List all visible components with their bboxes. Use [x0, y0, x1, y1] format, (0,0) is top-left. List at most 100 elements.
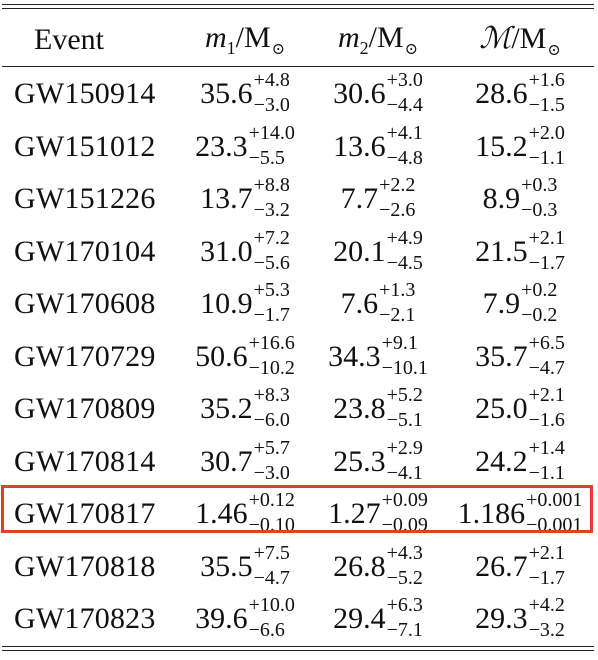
event-name: GW150914: [14, 77, 156, 110]
m2-cell: 25.3 +2.9 −4.1: [314, 436, 442, 488]
chirp-median: 15.2: [475, 129, 528, 163]
solar-mass-icon: ⊙: [271, 41, 286, 58]
bottom-rule-1: [2, 646, 594, 647]
chirp-median: 35.7: [475, 339, 528, 373]
m2-value: 7.6 +1.3 −2.1: [340, 280, 416, 325]
chirp-cell: 1.186 +0.001 −0.001: [446, 488, 594, 540]
m1-lower-error: −4.7: [253, 566, 290, 589]
m1-cell: 35.5 +7.5 −4.7: [178, 541, 312, 593]
m2-cell: 26.8 +4.3 −5.2: [314, 541, 442, 593]
m1-upper-error: +8.8: [253, 174, 290, 196]
chirp-value: 28.6 +1.6 −1.5: [475, 70, 565, 115]
m1-upper-error: +14.0: [248, 121, 295, 144]
chirp-cell: 29.3 +4.2 −3.2: [446, 593, 594, 645]
table-row: GW150914 35.6 +4.8 −3.0 30.6 +3.0 −4.4 28.6 +1.6…: [0, 68, 598, 120]
m2-uncertainty: +4.9 −4.5: [386, 226, 423, 273]
chirp-lower-error: −1.7: [528, 251, 565, 274]
chirp-median: 25.0: [475, 392, 528, 425]
m1-value: 13.7 +8.8 −3.2: [200, 174, 290, 220]
m2-value: 29.4 +6.3 −7.1: [333, 595, 423, 641]
chirp-upper-error: +0.2: [521, 279, 558, 301]
chirp-value: 25.0 +2.1 −1.6: [475, 385, 565, 431]
chirp-value: 29.3 +4.2 −3.2: [475, 594, 565, 640]
m1-value: 35.5 +7.5 −4.7: [200, 543, 290, 589]
m1-cell: 13.7 +8.8 −3.2: [178, 173, 312, 225]
m1-lower-error: −6.6: [248, 619, 285, 641]
m2-cell: 23.8 +5.2 −5.1: [314, 383, 442, 435]
chirp-uncertainty: +4.2 −3.2: [528, 594, 565, 640]
m1-cell: 31.0 +7.2 −5.6: [178, 226, 312, 278]
solar-mass-icon: ⊙: [404, 41, 419, 58]
m2-value: 34.3 +9.1 −10.1: [328, 333, 428, 378]
event-cell: GW151012: [14, 121, 174, 173]
m1-upper-error: +7.2: [253, 226, 290, 249]
m1-lower-error: −6.0: [253, 409, 290, 431]
m1-cell: 35.6 +4.8 −3.0: [178, 68, 312, 120]
m1-upper-error: +5.3: [253, 279, 290, 301]
header-chirp-unit: /M: [511, 21, 547, 55]
m1-cell: 10.9 +5.3 −1.7: [178, 278, 312, 330]
m2-value: 20.1 +4.9 −4.5: [333, 226, 423, 273]
chirp-upper-error: +0.001: [526, 489, 583, 511]
m2-uncertainty: +3.0 −4.4: [386, 70, 423, 116]
chirp-cell: 8.9 +0.3 −0.3: [446, 173, 594, 225]
m2-value: 23.8 +5.2 −5.1: [333, 385, 423, 430]
m1-value: 50.6 +16.6 −10.2: [195, 333, 295, 379]
m2-uncertainty: +2.2 −2.6: [379, 175, 415, 220]
chirp-uncertainty: +0.2 −0.2: [521, 279, 558, 325]
m2-cell: 1.27 +0.09 −0.09: [314, 488, 442, 540]
chirp-value: 35.7 +6.5 −4.7: [475, 333, 565, 378]
m2-cell: 13.6 +4.1 −4.8: [314, 121, 442, 173]
m1-value: 31.0 +7.2 −5.6: [200, 228, 290, 273]
header-m1: m1/M⊙: [178, 14, 312, 66]
m1-median: 50.6: [195, 339, 248, 373]
chirp-lower-error: −1.1: [528, 146, 565, 169]
m2-value: 25.3 +2.9 −4.1: [333, 438, 423, 483]
m2-lower-error: −7.1: [386, 619, 423, 641]
chirp-cell: 35.7 +6.5 −4.7: [446, 331, 594, 383]
event-cell: GW150914: [14, 68, 174, 120]
event-name: GW170823: [14, 602, 156, 635]
table-row: GW170104 31.0 +7.2 −5.6 20.1 +4.9 −4.5 21.5 +2.1…: [0, 226, 598, 278]
table-row: GW170809 35.2 +8.3 −6.0 23.8 +5.2 −5.1 25.0 +2.1…: [0, 383, 598, 435]
m2-median: 7.6: [340, 287, 379, 320]
event-cell: GW170814: [14, 436, 174, 488]
chirp-upper-error: +1.4: [528, 436, 565, 459]
m1-uncertainty: +8.8 −3.2: [253, 174, 290, 220]
m1-value: 23.3 +14.0 −5.5: [195, 123, 295, 168]
table-row: GW170729 50.6 +16.6 −10.2 34.3 +9.1 −10.1 35.7 +…: [0, 331, 598, 383]
event-cell: GW170818: [14, 541, 174, 593]
m2-upper-error: +6.3: [386, 594, 423, 616]
chirp-lower-error: −1.6: [528, 409, 565, 431]
m2-uncertainty: +9.1 −10.1: [382, 333, 428, 378]
m1-lower-error: −10.2: [248, 356, 295, 379]
m1-lower-error: −3.0: [253, 461, 290, 484]
m1-uncertainty: +10.0 −6.6: [248, 595, 295, 641]
chirp-value: 7.9 +0.2 −0.2: [483, 279, 558, 325]
m1-median: 1.46: [195, 497, 248, 530]
m2-median: 7.7: [340, 182, 379, 215]
m2-value: 1.27 +0.09 −0.09: [328, 490, 428, 535]
m1-cell: 50.6 +16.6 −10.2: [178, 331, 312, 383]
chirp-median: 1.186: [457, 497, 526, 530]
chirp-upper-error: +4.2: [528, 594, 565, 616]
header-m2-symbol: m: [337, 21, 360, 54]
m1-median: 31.0: [200, 234, 253, 268]
chirp-value: 26.7 +2.1 −1.7: [475, 543, 565, 588]
m1-value: 39.6 +10.0 −6.6: [195, 595, 295, 641]
m2-uncertainty: +5.2 −5.1: [387, 385, 423, 430]
header-m2: m2/M⊙: [314, 14, 442, 66]
m2-value: 26.8 +4.3 −5.2: [333, 543, 423, 588]
table-row: GW170814 30.7 +5.7 −3.0 25.3 +2.9 −4.1 24.2 +1.4…: [0, 436, 598, 488]
m1-uncertainty: +7.5 −4.7: [253, 543, 290, 589]
m2-upper-error: +4.9: [386, 226, 423, 249]
m1-median: 13.7: [200, 182, 253, 215]
m1-cell: 23.3 +14.0 −5.5: [178, 121, 312, 173]
event-name: GW170818: [14, 549, 156, 583]
table-row: GW170823 39.6 +10.0 −6.6 29.4 +6.3 −7.1 29.3 +4.…: [0, 593, 598, 645]
chirp-cell: 26.7 +2.1 −1.7: [446, 541, 594, 593]
chirp-median: 26.7: [475, 549, 528, 583]
event-cell: GW170729: [14, 331, 174, 383]
m2-lower-error: −4.4: [386, 94, 423, 116]
m1-value: 1.46 +0.12 −0.10: [195, 490, 295, 535]
